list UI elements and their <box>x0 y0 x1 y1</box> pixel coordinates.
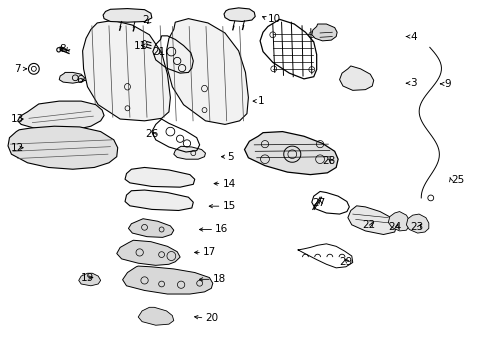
Polygon shape <box>173 146 205 159</box>
Text: 5: 5 <box>227 152 234 162</box>
Polygon shape <box>347 206 396 234</box>
Text: 9: 9 <box>444 79 450 89</box>
Polygon shape <box>18 101 104 131</box>
Text: 23: 23 <box>409 222 423 232</box>
Text: 13: 13 <box>10 114 23 124</box>
Text: 10: 10 <box>267 14 281 24</box>
Text: 14: 14 <box>222 179 235 189</box>
Text: 18: 18 <box>212 274 225 284</box>
Text: 22: 22 <box>362 220 375 230</box>
Polygon shape <box>224 8 255 22</box>
Polygon shape <box>138 307 173 325</box>
Text: 17: 17 <box>203 247 216 257</box>
Polygon shape <box>82 21 170 121</box>
Text: 4: 4 <box>409 32 416 41</box>
Text: 2: 2 <box>142 15 148 26</box>
Text: 28: 28 <box>322 156 335 166</box>
Text: 16: 16 <box>215 225 228 234</box>
Polygon shape <box>339 66 373 90</box>
Text: 1: 1 <box>258 96 264 106</box>
Text: 15: 15 <box>222 201 235 211</box>
Text: 20: 20 <box>205 313 218 323</box>
Text: 3: 3 <box>409 78 416 88</box>
Polygon shape <box>128 219 173 237</box>
Polygon shape <box>59 72 84 83</box>
Polygon shape <box>166 19 248 125</box>
Polygon shape <box>79 273 101 286</box>
Polygon shape <box>406 214 428 233</box>
Text: 29: 29 <box>339 257 352 267</box>
Polygon shape <box>125 190 193 211</box>
Text: 6: 6 <box>76 75 83 85</box>
Text: 27: 27 <box>311 198 325 208</box>
Text: 11: 11 <box>133 41 146 50</box>
Text: 7: 7 <box>14 64 21 74</box>
Polygon shape <box>311 24 336 41</box>
Text: 8: 8 <box>59 44 66 54</box>
Text: 21: 21 <box>152 46 165 57</box>
Polygon shape <box>122 266 212 294</box>
Polygon shape <box>117 240 180 265</box>
Text: 12: 12 <box>10 143 23 153</box>
Polygon shape <box>244 132 337 175</box>
Text: 25: 25 <box>451 175 464 185</box>
Text: 26: 26 <box>145 129 159 139</box>
Polygon shape <box>103 9 152 22</box>
Text: 24: 24 <box>387 222 401 232</box>
Polygon shape <box>387 212 408 231</box>
Polygon shape <box>125 167 194 187</box>
Polygon shape <box>8 126 118 169</box>
Text: 19: 19 <box>81 273 94 283</box>
